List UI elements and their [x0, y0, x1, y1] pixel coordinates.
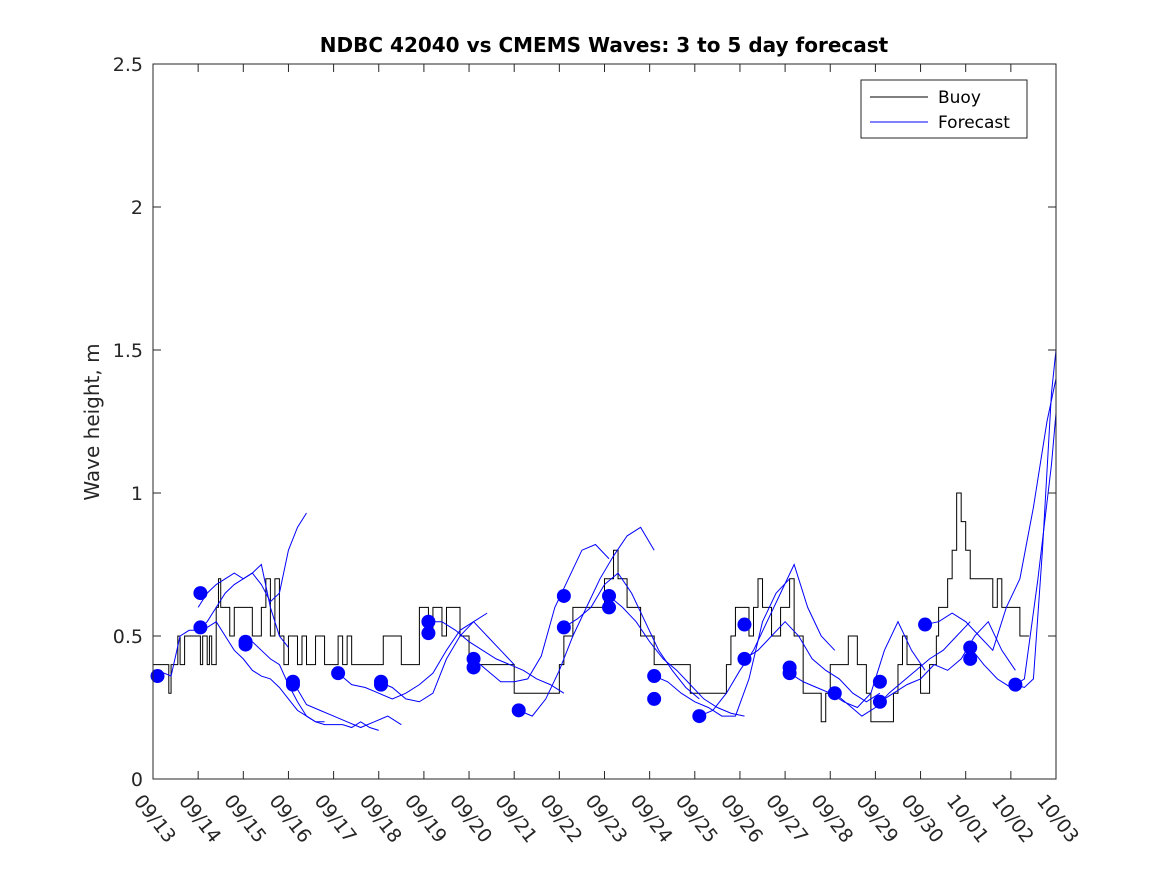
y-tick-label: 0 — [131, 769, 143, 791]
forecast-series-line — [834, 621, 971, 717]
forecast-start-point — [511, 703, 526, 718]
forecast-start-point — [737, 651, 752, 666]
forecast-start-point — [374, 677, 389, 692]
y-tick-label: 1.5 — [113, 340, 143, 362]
plot-lines — [153, 349, 1057, 731]
forecast-start-point — [285, 677, 300, 692]
forecast-start-point — [556, 620, 571, 635]
forecast-start-point — [647, 691, 662, 706]
forecast-start-point — [602, 588, 617, 603]
forecast-start-point — [238, 637, 253, 652]
forecast-start-point — [737, 617, 752, 632]
forecast-start-point — [782, 666, 797, 681]
legend-forecast-label: Forecast — [938, 113, 1010, 133]
y-tick-label: 2.5 — [113, 54, 143, 76]
forecast-start-point — [872, 694, 887, 709]
y-tick-label: 2 — [131, 197, 143, 219]
forecast-start-point — [918, 617, 933, 632]
forecast-start-point — [647, 669, 662, 684]
forecast-series-line — [157, 563, 289, 677]
forecast-start-point — [963, 640, 978, 655]
forecast-series-line — [473, 543, 610, 683]
forecast-series-line — [206, 621, 325, 723]
forecast-series-line — [518, 526, 655, 717]
forecast-series-line — [563, 572, 700, 700]
forecast-series-line — [251, 641, 379, 731]
y-tick-label: 0.5 — [113, 626, 143, 648]
forecast-series-line — [197, 512, 307, 608]
forecast-start-point — [193, 620, 208, 635]
forecast-series-line — [789, 620, 926, 709]
plot-area — [153, 64, 1056, 779]
forecast-series-line — [378, 620, 515, 703]
chart-title: NDBC 42040 vs CMEMS Waves: 3 to 5 day fo… — [320, 33, 889, 57]
forecast-start-point — [602, 600, 617, 615]
forecast-series-line — [879, 620, 1016, 703]
legend-box — [860, 79, 1028, 139]
forecast-start-point — [1008, 677, 1023, 692]
legend: Buoy Forecast — [860, 79, 1028, 139]
forecast-series-line — [428, 621, 565, 694]
forecast-start-point — [466, 660, 481, 675]
y-tick-label: 1 — [131, 483, 143, 505]
forecast-series-line — [1015, 349, 1057, 689]
forecast-series-line — [653, 578, 790, 717]
forecast-start-point — [872, 674, 887, 689]
forecast-series-line — [744, 620, 881, 703]
forecast-start-point — [150, 669, 165, 684]
forecast-series-line — [337, 612, 488, 700]
forecast-start-point — [827, 686, 842, 701]
forecast-start-point — [963, 651, 978, 666]
forecast-start-point — [692, 709, 707, 724]
y-axis-label: Wave height, m — [80, 343, 104, 500]
forecast-series-line — [699, 563, 836, 717]
forecast-start-point — [331, 666, 346, 681]
forecast-series-line — [292, 681, 402, 729]
plot-points — [150, 586, 1023, 724]
forecast-series-line — [608, 595, 745, 717]
forecast-start-point — [421, 614, 436, 629]
forecast-series-line — [924, 378, 1057, 652]
forecast-start-point — [556, 588, 571, 603]
forecast-start-point — [421, 626, 436, 641]
forecast-start-point — [193, 586, 208, 601]
legend-buoy-label: Buoy — [938, 88, 981, 108]
y-axis: 0 0.5 1 1.5 2 2.5 — [113, 54, 1056, 791]
